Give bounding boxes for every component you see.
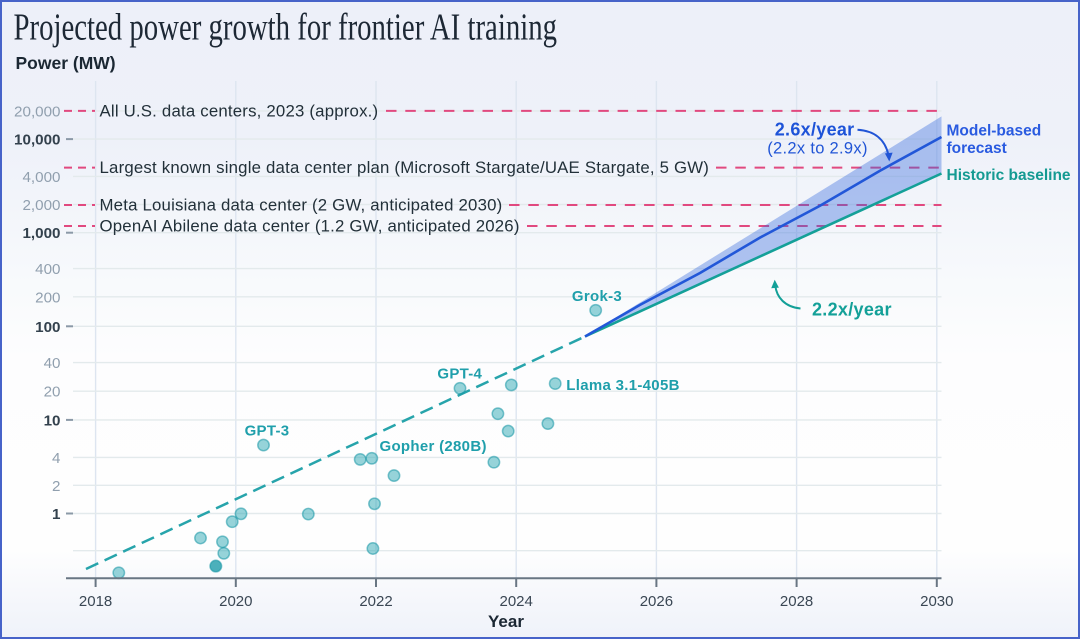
svg-text:2018: 2018 (79, 593, 112, 610)
svg-text:Largest known single data cent: Largest known single data center plan (M… (100, 158, 710, 177)
svg-text:4,000: 4,000 (22, 169, 60, 186)
svg-text:2: 2 (52, 478, 60, 495)
svg-text:100: 100 (35, 319, 60, 336)
svg-text:GPT-3: GPT-3 (245, 423, 290, 440)
svg-text:2028: 2028 (780, 593, 813, 610)
svg-text:2.2x/year: 2.2x/year (812, 299, 892, 319)
svg-text:2,000: 2,000 (22, 197, 60, 214)
svg-text:Year: Year (488, 612, 524, 631)
svg-text:Historic baseline: Historic baseline (947, 167, 1071, 184)
svg-text:GPT-4: GPT-4 (437, 365, 482, 382)
svg-text:2026: 2026 (640, 593, 673, 610)
svg-text:1: 1 (52, 506, 61, 523)
svg-text:Llama 3.1-405B: Llama 3.1-405B (566, 377, 679, 394)
svg-text:2.6x/year: 2.6x/year (775, 119, 855, 139)
svg-text:Meta Louisiana data center (2: Meta Louisiana data center (2 GW, antici… (100, 196, 503, 215)
svg-text:Grok-3: Grok-3 (572, 288, 622, 305)
svg-text:All U.S. data centers, 2023 (a: All U.S. data centers, 2023 (approx.) (100, 101, 379, 120)
svg-text:10,000: 10,000 (14, 132, 60, 149)
svg-text:2030: 2030 (920, 593, 953, 610)
svg-text:OpenAI Abilene data center (1.: OpenAI Abilene data center (1.2 GW, anti… (100, 217, 520, 236)
svg-text:40: 40 (44, 355, 61, 372)
svg-text:2024: 2024 (500, 593, 533, 610)
svg-text:Power (MW): Power (MW) (16, 53, 116, 73)
svg-text:20,000: 20,000 (14, 103, 60, 120)
svg-text:Model-based: Model-based (947, 123, 1042, 140)
svg-text:2022: 2022 (359, 593, 392, 610)
svg-text:Projected power growth for fro: Projected power growth for frontier AI t… (14, 5, 558, 48)
svg-text:20: 20 (44, 384, 61, 401)
svg-text:Gopher (280B): Gopher (280B) (380, 438, 487, 455)
svg-text:10: 10 (44, 412, 61, 429)
svg-text:(2.2x to 2.9x): (2.2x to 2.9x) (767, 140, 868, 158)
svg-text:1,000: 1,000 (22, 225, 60, 242)
svg-text:2020: 2020 (219, 593, 252, 610)
svg-text:200: 200 (35, 289, 60, 306)
svg-text:forecast: forecast (947, 140, 1007, 157)
svg-text:400: 400 (35, 261, 60, 278)
svg-text:4: 4 (52, 450, 60, 467)
